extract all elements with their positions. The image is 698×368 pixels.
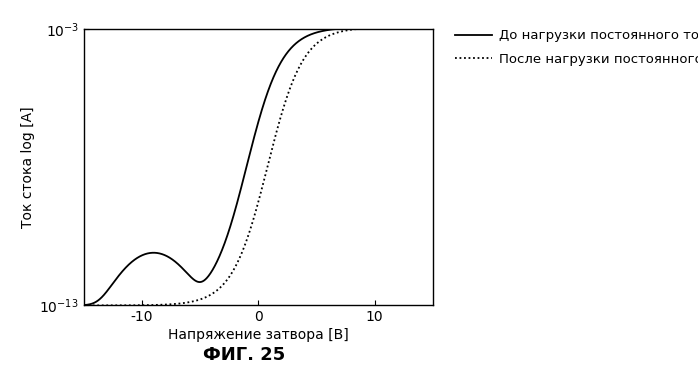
Text: ФИГ. 25: ФИГ. 25: [203, 346, 285, 364]
До нагрузки постоянного тока: [214, 258, 222, 262]
После нагрузки постоянного тока: [214, 288, 222, 292]
До нагрузки постоянного тока: [429, 25, 437, 29]
Legend: До нагрузки постоянного тока, После нагрузки постоянного тока: До нагрузки постоянного тока, После нагр…: [450, 24, 698, 71]
До нагрузки постоянного тока: [384, 25, 392, 29]
После нагрузки постоянного тока: [80, 303, 88, 308]
После нагрузки постоянного тока: [422, 25, 430, 29]
После нагрузки постоянного тока: [119, 303, 128, 308]
До нагрузки постоянного тока: [119, 268, 128, 272]
Line: После нагрузки постоянного тока: После нагрузки постоянного тока: [84, 27, 433, 305]
До нагрузки постоянного тока: [140, 252, 149, 256]
X-axis label: Напряжение затвора [В]: Напряжение затвора [В]: [168, 329, 348, 343]
До нагрузки постоянного тока: [422, 25, 430, 29]
После нагрузки постоянного тока: [384, 25, 392, 30]
После нагрузки постоянного тока: [140, 303, 149, 307]
До нагрузки постоянного тока: [80, 303, 88, 307]
Y-axis label: Ток стока log [А]: Ток стока log [А]: [21, 107, 35, 228]
После нагрузки постоянного тока: [228, 269, 237, 274]
После нагрузки постоянного тока: [429, 25, 437, 29]
Line: До нагрузки постоянного тока: До нагрузки постоянного тока: [84, 27, 433, 305]
До нагрузки постоянного тока: [228, 216, 237, 220]
